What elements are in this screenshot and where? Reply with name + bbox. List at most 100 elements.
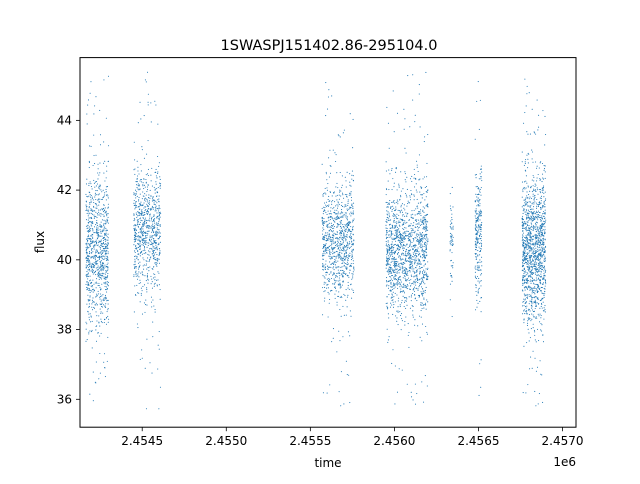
data-point bbox=[336, 245, 338, 247]
data-point bbox=[153, 247, 155, 249]
data-point bbox=[135, 193, 138, 195]
data-point bbox=[158, 408, 160, 410]
data-point bbox=[323, 218, 325, 220]
data-point bbox=[396, 226, 398, 228]
data-point bbox=[342, 194, 344, 196]
data-point bbox=[480, 269, 482, 271]
data-point bbox=[145, 252, 147, 254]
data-point bbox=[329, 200, 331, 202]
data-point bbox=[396, 235, 399, 238]
data-point bbox=[95, 231, 97, 233]
data-point bbox=[341, 238, 343, 240]
data-point bbox=[90, 235, 92, 237]
data-point bbox=[96, 190, 98, 192]
data-point bbox=[153, 218, 155, 220]
data-point bbox=[526, 191, 528, 193]
data-point bbox=[99, 144, 102, 146]
data-point bbox=[156, 235, 158, 237]
data-point bbox=[138, 206, 140, 208]
data-point bbox=[405, 300, 407, 302]
data-point bbox=[97, 163, 99, 165]
data-point bbox=[331, 243, 333, 245]
data-point bbox=[351, 178, 353, 180]
data-point bbox=[422, 216, 424, 218]
data-point bbox=[542, 265, 544, 267]
data-point bbox=[401, 209, 403, 211]
data-point bbox=[97, 236, 99, 238]
data-point bbox=[106, 287, 108, 290]
data-point bbox=[404, 209, 406, 211]
data-point bbox=[99, 372, 101, 374]
data-point bbox=[338, 291, 340, 293]
data-point bbox=[538, 241, 540, 243]
data-point bbox=[536, 279, 538, 281]
data-point bbox=[477, 197, 479, 199]
data-point bbox=[388, 273, 390, 275]
data-point bbox=[418, 154, 420, 156]
data-point bbox=[388, 247, 390, 249]
data-point bbox=[349, 234, 351, 236]
data-point bbox=[101, 191, 103, 193]
data-point bbox=[416, 236, 418, 238]
data-point bbox=[407, 200, 409, 202]
data-point bbox=[537, 298, 539, 300]
data-point bbox=[345, 204, 347, 206]
data-point bbox=[100, 318, 102, 320]
data-point bbox=[156, 248, 158, 250]
data-point bbox=[449, 272, 451, 274]
data-point bbox=[346, 194, 348, 196]
data-point bbox=[148, 254, 150, 256]
data-point bbox=[475, 233, 477, 235]
data-point bbox=[107, 259, 109, 262]
data-point bbox=[475, 242, 477, 244]
data-point bbox=[139, 217, 141, 219]
data-point bbox=[143, 222, 146, 224]
data-point bbox=[407, 252, 409, 254]
data-point bbox=[94, 231, 96, 234]
data-point bbox=[335, 250, 337, 253]
data-point bbox=[540, 329, 542, 331]
data-point bbox=[523, 301, 525, 303]
data-point bbox=[95, 249, 97, 251]
data-point bbox=[406, 304, 408, 306]
data-point bbox=[529, 231, 531, 233]
data-point bbox=[388, 317, 390, 319]
data-point bbox=[99, 198, 101, 200]
data-point bbox=[135, 212, 137, 214]
data-point bbox=[525, 105, 527, 107]
data-point bbox=[344, 257, 347, 259]
data-point bbox=[146, 213, 148, 216]
data-point bbox=[153, 202, 155, 204]
data-point bbox=[422, 239, 424, 241]
data-point bbox=[536, 187, 538, 189]
data-point bbox=[391, 237, 393, 239]
data-point bbox=[532, 201, 534, 203]
data-point bbox=[410, 223, 412, 225]
data-point bbox=[324, 192, 326, 194]
data-point bbox=[103, 243, 105, 245]
data-point bbox=[416, 392, 418, 395]
data-point bbox=[400, 285, 402, 287]
data-point bbox=[349, 213, 351, 215]
data-point bbox=[348, 276, 350, 278]
data-point bbox=[100, 263, 102, 265]
data-point bbox=[100, 278, 103, 280]
data-point bbox=[152, 197, 154, 199]
data-point bbox=[390, 248, 392, 250]
data-point bbox=[345, 205, 347, 208]
data-point bbox=[145, 200, 147, 202]
data-point bbox=[329, 230, 331, 232]
data-point bbox=[527, 243, 529, 245]
data-point bbox=[137, 166, 139, 168]
data-point bbox=[106, 281, 108, 283]
data-point bbox=[423, 243, 425, 245]
data-point bbox=[134, 231, 137, 234]
data-point bbox=[154, 257, 156, 259]
data-point bbox=[147, 253, 149, 255]
data-point bbox=[419, 235, 421, 237]
data-point bbox=[408, 331, 410, 334]
data-point bbox=[322, 225, 325, 227]
data-point bbox=[103, 230, 105, 232]
data-point bbox=[396, 310, 398, 312]
data-point bbox=[405, 274, 408, 276]
